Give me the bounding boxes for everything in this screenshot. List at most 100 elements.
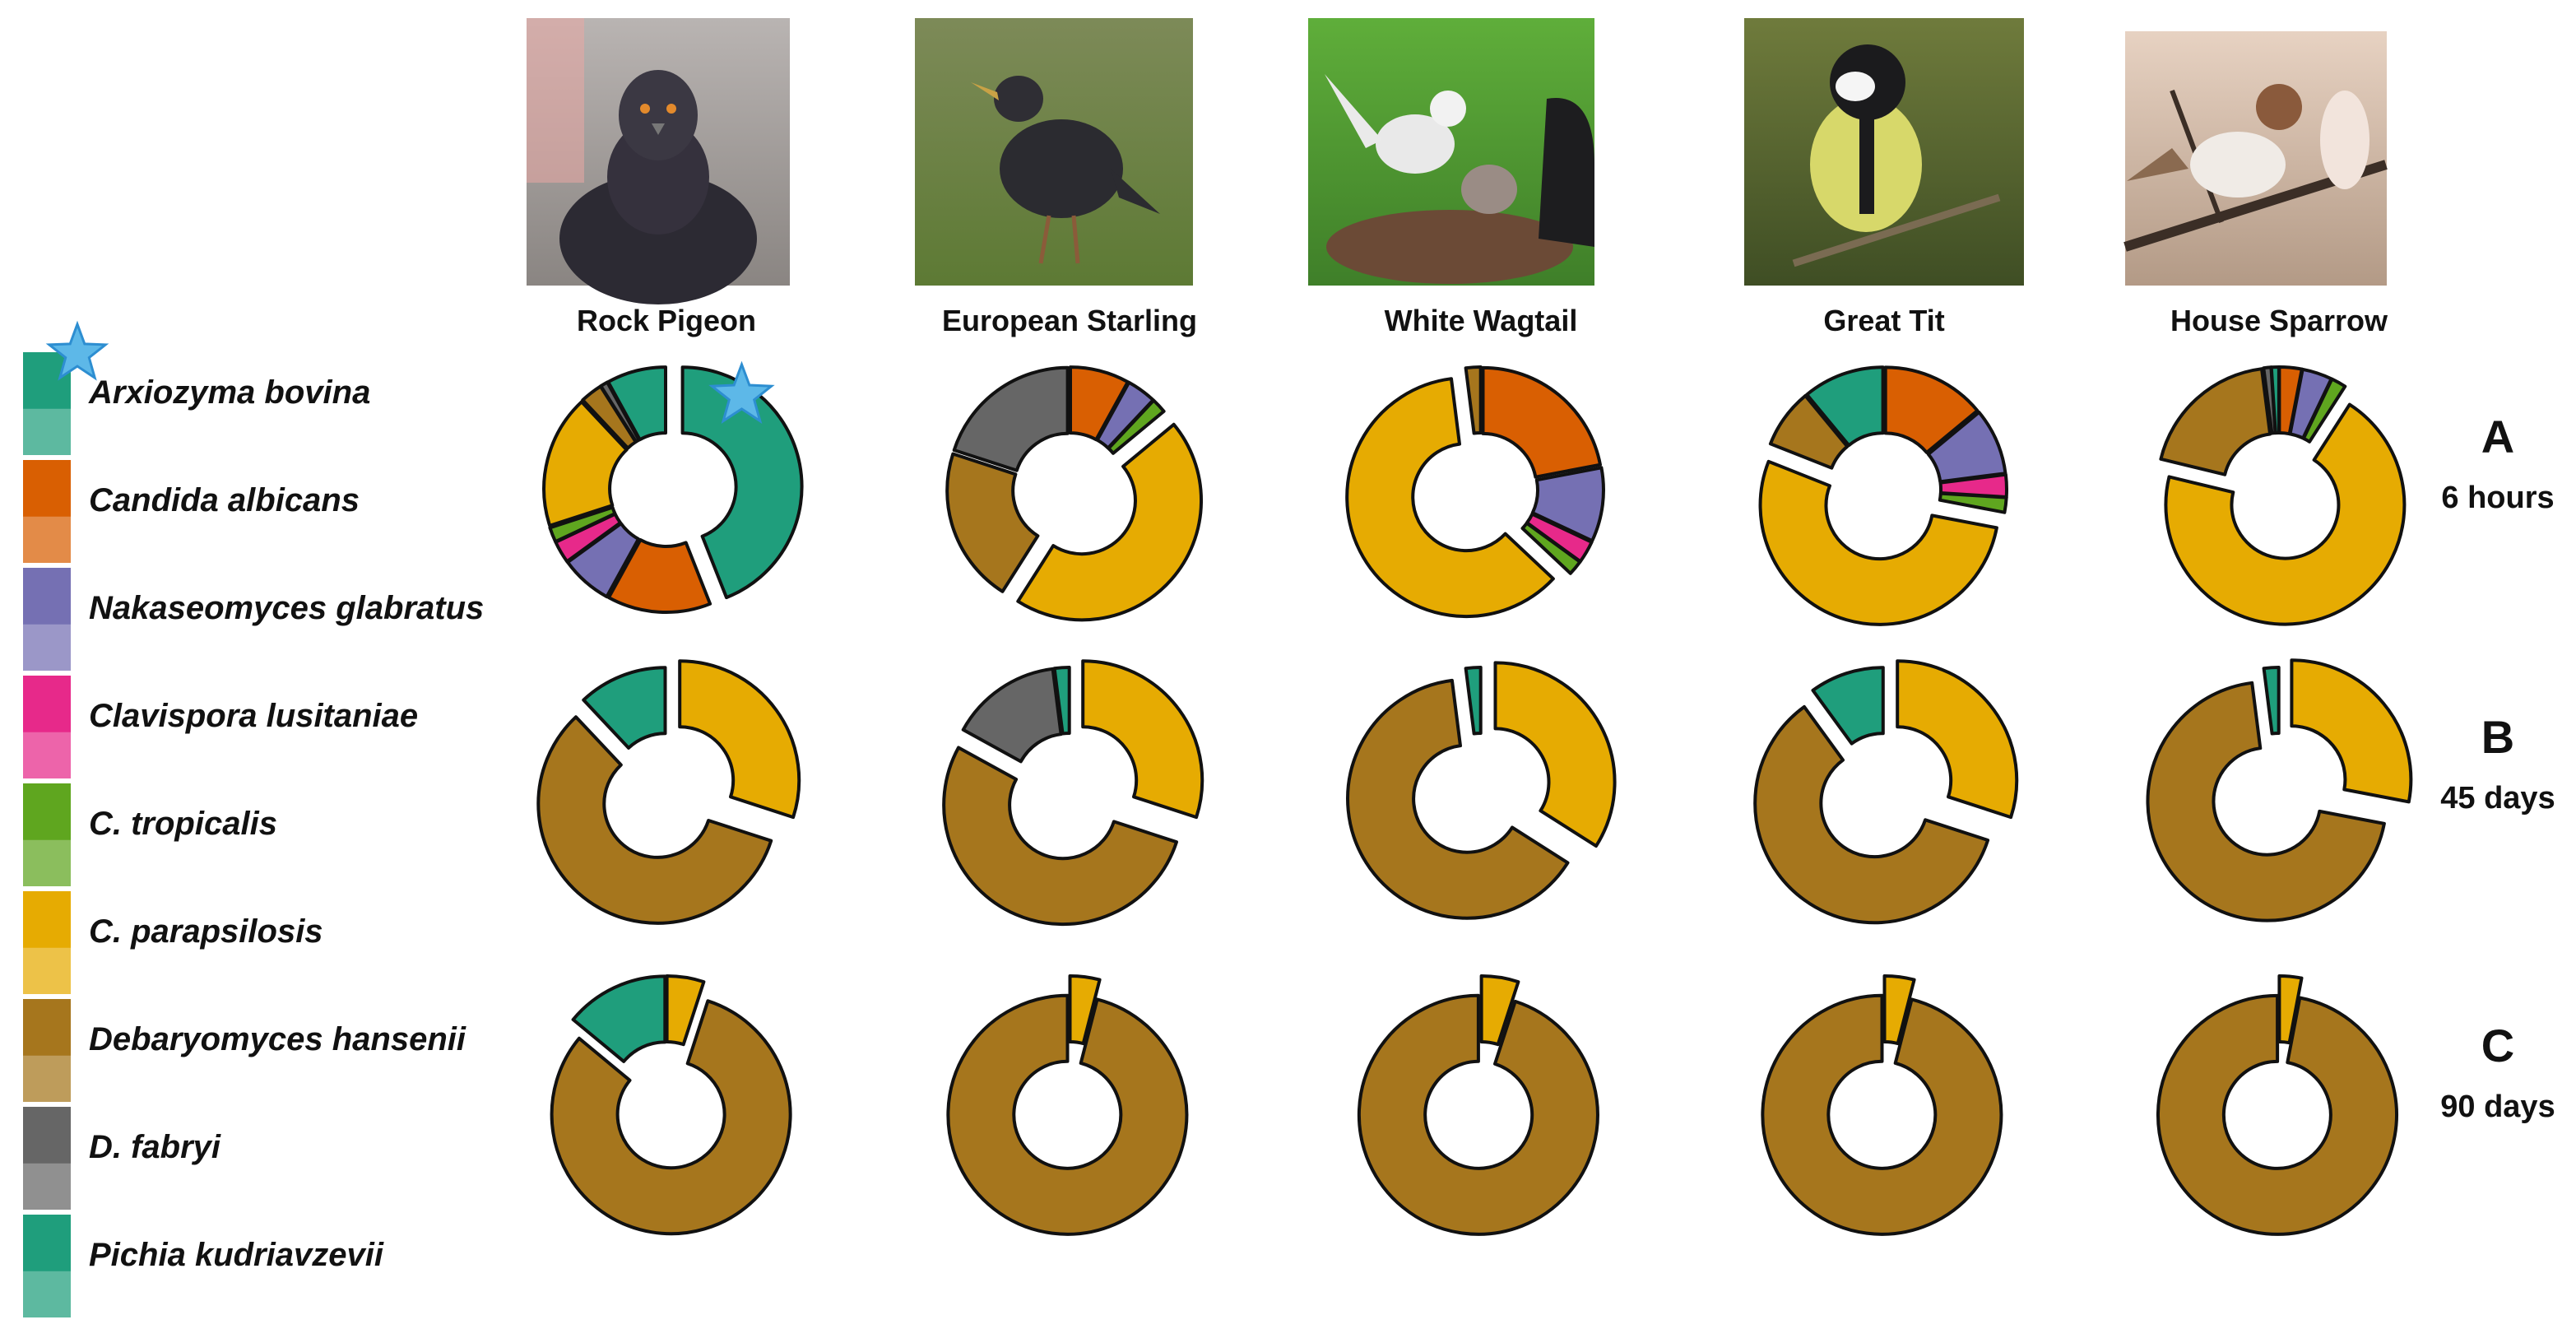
legend-swatch xyxy=(23,460,71,563)
legend-swatch-shade xyxy=(23,516,71,563)
slice-d-fabryi xyxy=(961,667,1063,764)
legend-item-clavispora-lusitaniae: Clavispora lusitaniae xyxy=(23,676,418,778)
donut-b-rock-pigeon xyxy=(536,659,801,925)
slice-debaryomyces-hansenii xyxy=(946,993,1189,1236)
slice-c-tropicalis xyxy=(1520,521,1582,575)
donut-a-european-starling xyxy=(945,365,1204,622)
legend-swatch-shade xyxy=(23,1163,71,1210)
slice-c-parapsilosis xyxy=(542,400,629,527)
rock-pigeon-photo xyxy=(527,18,790,304)
house-sparrow-photo xyxy=(2123,31,2388,286)
slice-c-parapsilosis xyxy=(2277,974,2304,1045)
star-icon xyxy=(708,360,775,425)
slice-c-parapsilosis xyxy=(1016,422,1204,622)
slice-c-parapsilosis xyxy=(1068,974,1102,1046)
donut-c-white-wagtail xyxy=(1357,974,1599,1236)
slice-debaryomyces-hansenii xyxy=(1464,365,1483,435)
legend-item-arxiozyma-bovina: Arxiozyma bovina xyxy=(23,320,370,455)
donut-c-european-starling xyxy=(946,974,1189,1236)
slice-c-parapsilosis xyxy=(1493,661,1617,848)
donut-b-white-wagtail xyxy=(1346,661,1617,920)
donut-b-great-tit xyxy=(1753,659,2019,925)
legend-item-nakaseomyces-glabratus: Nakaseomyces glabratus xyxy=(23,568,484,671)
slice-debaryomyces-hansenii xyxy=(1753,704,1990,925)
legend-swatch xyxy=(23,891,71,994)
legend-label: Candida albicans xyxy=(89,482,360,518)
slice-debaryomyces-hansenii xyxy=(2159,367,2272,476)
slice-c-parapsilosis xyxy=(1896,659,2019,820)
slice-debaryomyces-hansenii xyxy=(1357,993,1599,1236)
donut-c-house-sparrow xyxy=(2156,974,2398,1236)
bird-label-european-starling: European Starling xyxy=(942,304,1197,337)
slice-c-tropicalis xyxy=(2301,377,2347,444)
star-icon xyxy=(45,320,109,381)
legend-swatch xyxy=(23,999,71,1102)
legend-swatch xyxy=(23,568,71,671)
legend-label: Arxiozyma bovina xyxy=(88,374,370,411)
bird-label-great-tit: Great Tit xyxy=(1823,304,1944,337)
legend-label: Debaryomyces hansenii xyxy=(89,1021,466,1057)
great-tit-photo xyxy=(1744,18,2024,286)
slice-debaryomyces-hansenii xyxy=(1768,393,1850,470)
slice-pichia-kudriavzevii xyxy=(606,365,667,442)
donut-b-house-sparrow xyxy=(2146,658,2413,922)
slice-pichia-kudriavzevii xyxy=(571,974,667,1063)
slice-debaryomyces-hansenii xyxy=(2146,681,2386,922)
slice-c-parapsilosis xyxy=(678,659,801,820)
slice-c-parapsilosis xyxy=(1345,377,1555,619)
slice-c-tropicalis xyxy=(1107,398,1166,455)
slice-pichia-kudriavzevii xyxy=(2262,666,2281,736)
slice-d-fabryi xyxy=(952,365,1070,472)
legend-swatch-shade xyxy=(23,732,71,778)
legend-swatch xyxy=(23,783,71,886)
row-letter-a: A xyxy=(2481,411,2514,462)
donut-a-house-sparrow xyxy=(2159,365,2407,626)
donut-c-rock-pigeon xyxy=(550,974,792,1236)
legend-label: C. parapsilosis xyxy=(89,913,323,950)
donut-b-european-starling xyxy=(942,659,1204,927)
slice-c-parapsilosis xyxy=(1882,974,1916,1046)
row-time-45-days: 45 days xyxy=(2440,781,2555,816)
slice-debaryomyces-hansenii xyxy=(942,746,1178,927)
slice-candida-albicans xyxy=(606,538,712,614)
legend-swatch-shade xyxy=(23,839,71,886)
legend-item-c-tropicalis: C. tropicalis xyxy=(23,783,277,886)
bird-photos xyxy=(527,18,2388,304)
legend-item-pichia-kudriavzevii: Pichia kudriavzevii xyxy=(23,1215,384,1317)
legend-item-d-fabryi: D. fabryi xyxy=(23,1107,221,1210)
legend-item-debaryomyces-hansenii: Debaryomyces hansenii xyxy=(23,999,466,1102)
white-wagtail-photo xyxy=(1308,18,1594,286)
row-letter-b: B xyxy=(2481,711,2514,763)
slice-debaryomyces-hansenii xyxy=(1346,678,1570,920)
donut-a-rock-pigeon xyxy=(542,360,804,614)
slice-c-parapsilosis xyxy=(1081,659,1204,820)
legend-swatch-shade xyxy=(23,624,71,671)
slice-arxiozyma-bovina xyxy=(680,365,804,600)
slice-c-parapsilosis xyxy=(665,974,706,1047)
legend-item-c-parapsilosis: C. parapsilosis xyxy=(23,891,323,994)
slice-pichia-kudriavzevii xyxy=(2269,365,2281,435)
legend-item-candida-albicans: Candida albicans xyxy=(23,460,360,563)
slice-candida-albicans xyxy=(1481,365,1602,479)
slice-c-parapsilosis xyxy=(2290,658,2413,804)
slice-debaryomyces-hansenii xyxy=(1761,993,2003,1236)
slice-c-parapsilosis xyxy=(1758,459,1998,626)
slice-pichia-kudriavzevii xyxy=(582,666,667,750)
legend-swatch-shade xyxy=(23,947,71,994)
slice-pichia-kudriavzevii xyxy=(1805,365,1885,448)
slice-debaryomyces-hansenii xyxy=(550,999,792,1236)
european-starling-photo xyxy=(915,18,1193,286)
legend-swatch-shade xyxy=(23,1055,71,1102)
legend-label: C. tropicalis xyxy=(89,806,277,842)
legend-label: D. fabryi xyxy=(89,1129,221,1165)
legend-swatch-shade xyxy=(23,1271,71,1317)
bird-label-rock-pigeon: Rock Pigeon xyxy=(577,304,756,337)
legend-label: Pichia kudriavzevii xyxy=(89,1237,384,1273)
donut-c-great-tit xyxy=(1761,974,2003,1236)
legend-swatch xyxy=(23,676,71,778)
row-time-6-hours: 6 hours xyxy=(2441,481,2554,515)
legend-label: Nakaseomyces glabratus xyxy=(89,590,484,626)
bird-label-white-wagtail: White Wagtail xyxy=(1385,304,1578,337)
row-letter-c: C xyxy=(2481,1020,2514,1071)
